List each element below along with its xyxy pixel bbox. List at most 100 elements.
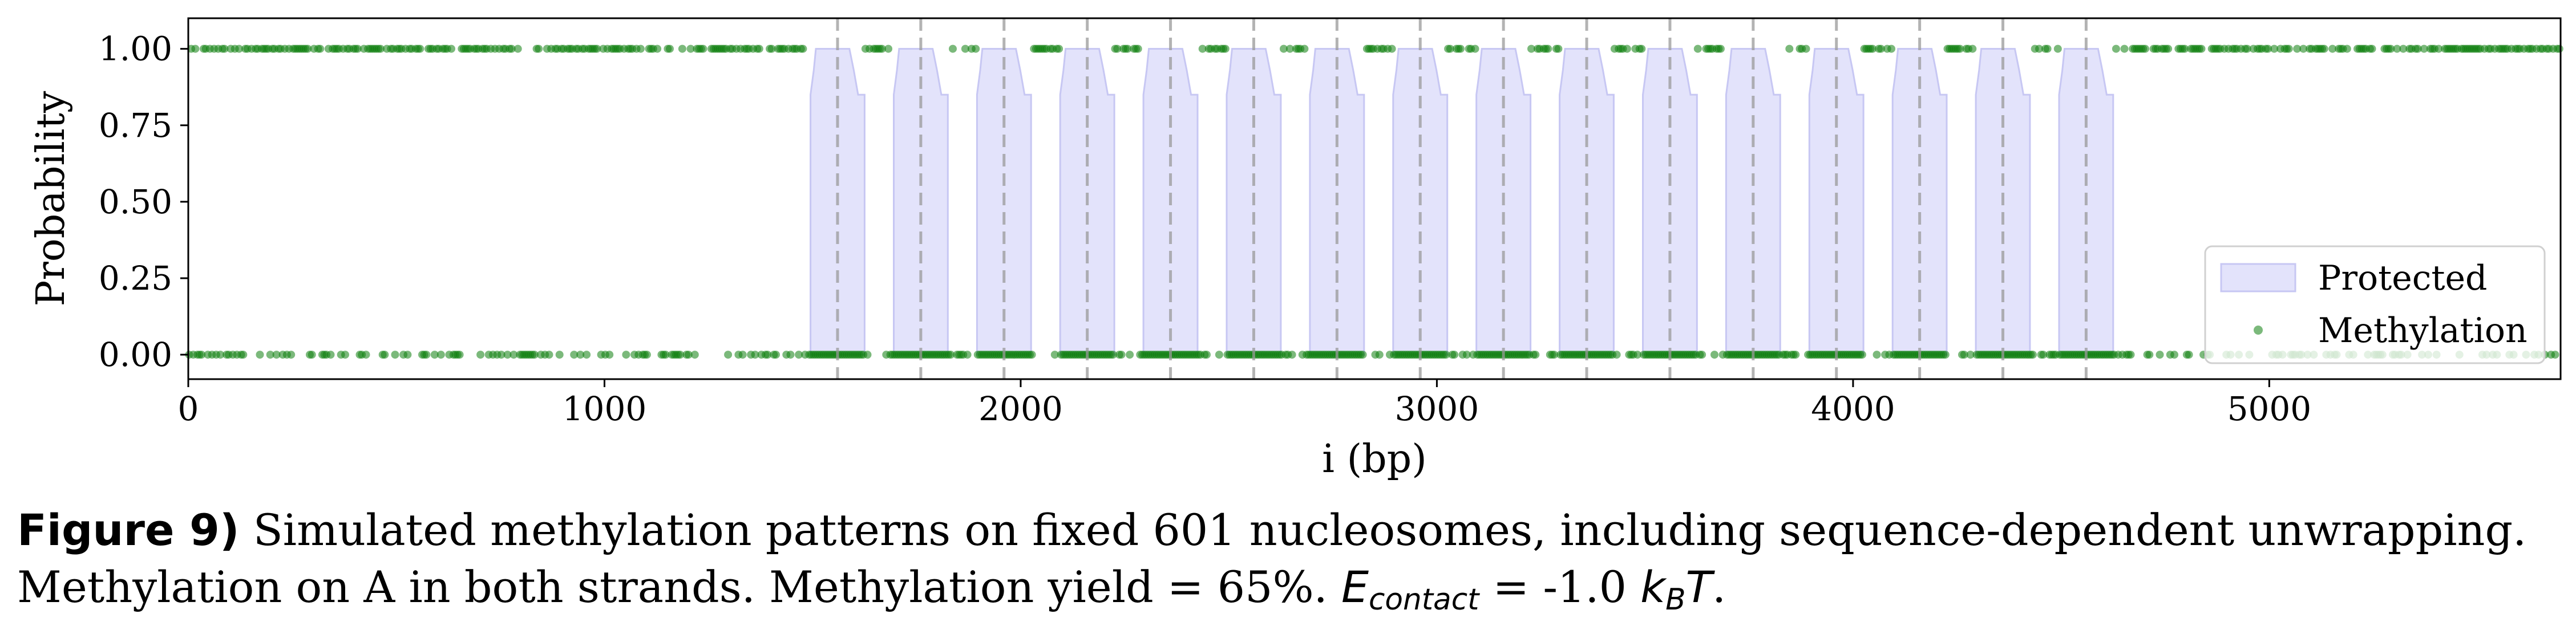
methylation-point — [1457, 44, 1465, 53]
e-contact-symbol: Econtact — [1341, 562, 1479, 617]
methylation-point — [2039, 351, 2048, 359]
methylation-point — [1531, 351, 1540, 359]
methylation-point — [2399, 44, 2408, 53]
methylation-point — [583, 351, 591, 359]
methylation-point — [1375, 351, 1384, 359]
dyad-lines — [836, 18, 2088, 379]
methylation-point — [763, 351, 772, 359]
methylation-point — [799, 44, 807, 53]
methylation-point — [2053, 44, 2062, 53]
methylation-point — [1637, 44, 1646, 53]
methylation-point — [2320, 44, 2328, 53]
methylation-point — [1960, 351, 1968, 359]
methylation-point — [963, 351, 972, 359]
methylation-point — [377, 44, 385, 53]
x-tick-label: 2000 — [978, 389, 1063, 428]
methylation-point — [1785, 44, 1794, 53]
methylation-point — [795, 351, 803, 359]
methylation-point — [1203, 351, 1211, 359]
methylation-point — [191, 44, 200, 53]
methylation-point — [1471, 44, 1479, 53]
methylation-point — [272, 351, 281, 359]
methylation-point — [2185, 351, 2193, 359]
methylation-point — [642, 351, 651, 359]
y-tick-label: 1.00 — [99, 30, 172, 68]
methylation-point — [1966, 351, 1975, 359]
methylation-point — [863, 351, 872, 359]
methylation-point — [661, 351, 670, 359]
methylation-point — [497, 351, 506, 359]
methylation-point — [972, 44, 980, 53]
legend-swatch-protected — [2220, 263, 2296, 292]
methylation-point — [878, 44, 886, 53]
methylation-point — [738, 351, 747, 359]
methylation-point — [326, 351, 335, 359]
methylation-point — [884, 44, 892, 53]
methylation-point — [2555, 44, 2563, 53]
methylation-point — [1462, 351, 1471, 359]
methylation-point — [287, 351, 296, 359]
x-tick-label: 0 — [178, 389, 199, 428]
legend-swatch-methylation — [2254, 326, 2263, 335]
methylation-point — [1941, 351, 1950, 359]
methylation-point — [1716, 44, 1725, 53]
methylation-point — [2393, 44, 2401, 53]
legend: Protected Methylation — [2204, 245, 2546, 364]
methylation-point — [772, 351, 780, 359]
methylation-point — [605, 351, 614, 359]
methylation-point — [690, 351, 699, 359]
methylation-point — [2368, 44, 2376, 53]
caption-text-2: Methylation on A in both strands. Methyl… — [17, 562, 1341, 612]
caption-line-1: Figure 9) Simulated methylation patterns… — [17, 502, 2562, 559]
methylation-point — [266, 351, 274, 359]
methylation-point — [947, 351, 955, 359]
methylation-point — [686, 44, 695, 53]
y-tick-label: 0.50 — [99, 182, 172, 221]
methylation-point — [1633, 351, 1641, 359]
methylation-point — [1288, 351, 1296, 359]
methylation-point — [751, 351, 759, 359]
kb-symbol: kBT — [1640, 562, 1712, 617]
methylation-point — [2293, 44, 2302, 53]
methylation-point — [1126, 351, 1134, 359]
legend-label: Methylation — [2318, 311, 2528, 351]
methylation-point — [2029, 351, 2037, 359]
plot-frame — [187, 17, 2562, 380]
methylation-point — [1877, 44, 1885, 53]
methylation-point — [2284, 44, 2293, 53]
x-tick-label: 5000 — [2227, 389, 2312, 428]
methylation-point — [1623, 44, 1631, 53]
methylation-point — [678, 44, 686, 53]
methylation-point — [513, 44, 522, 53]
methylation-point — [1050, 351, 1059, 359]
x-tick-label: 3000 — [1395, 389, 1479, 428]
methylation-point — [2551, 351, 2559, 359]
methylation-point — [2145, 351, 2154, 359]
x-tick-label: 4000 — [1811, 389, 1895, 428]
methylation-point — [2112, 44, 2120, 53]
methylation-point — [2126, 351, 2135, 359]
methylation-point — [2343, 44, 2351, 53]
methylation-point — [308, 351, 316, 359]
methylation-point — [1113, 44, 1122, 53]
methylation-point — [1802, 44, 1810, 53]
legend-label: Protected — [2318, 258, 2487, 298]
methylation-point — [381, 351, 389, 359]
methylation-point — [676, 351, 685, 359]
methylation-point — [436, 351, 445, 359]
methylation-point — [2435, 44, 2443, 53]
methylation-point — [1123, 44, 1132, 53]
methylation-point — [1215, 351, 1223, 359]
methylation-point — [509, 351, 518, 359]
methylation-point — [2243, 44, 2251, 53]
methylation-point — [2141, 44, 2149, 53]
methylation-point — [1544, 44, 1552, 53]
methylation-point — [1858, 351, 1866, 359]
methylation-point — [2264, 44, 2272, 53]
methylation-point — [684, 351, 693, 359]
methylation-point — [2270, 44, 2279, 53]
methylation-point — [1693, 44, 1702, 53]
methylation-point — [1956, 44, 1964, 53]
methylation-point — [1109, 351, 1117, 359]
methylation-point — [570, 351, 579, 359]
